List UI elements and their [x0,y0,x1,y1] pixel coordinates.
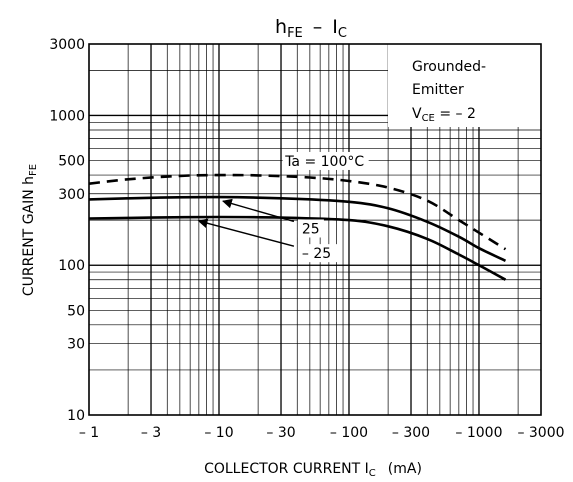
x-axis-label: COLLECTOR CURRENT IC (mA) [204,461,422,479]
y-tick-label: 30 [67,337,85,353]
legend-line-2: Emitter [412,82,464,98]
y-axis-label: CURRENT GAIN hFE [21,164,39,296]
y-tick-label: 50 [67,303,85,319]
y-tick-label: 3000 [49,37,85,53]
x-tick-labels: – 1 – 3 – 10 – 30 – 100 – 300 – 1000 – 3000 [79,425,565,441]
x-tick-label: – 1 [79,425,99,441]
y-tick-label: 10 [67,408,85,424]
annotation-label-0: Ta = 100°C [284,154,364,170]
chart-title: hFE – IC [275,16,347,41]
y-tick-labels: 10 30 50 100 300 500 1000 3000 [49,37,85,424]
y-tick-label: 500 [58,154,85,170]
x-tick-label: – 100 [330,425,368,441]
x-tick-label: – 1000 [455,425,502,441]
annotation-label-2: – 25 [302,246,331,262]
x-tick-label: – 10 [204,425,233,441]
y-tick-label: 300 [58,187,85,203]
x-tick-label: – 3 [141,425,161,441]
y-tick-label: 1000 [49,108,85,124]
x-tick-label: – 30 [266,425,295,441]
x-tick-label: – 300 [392,425,430,441]
legend-line-1: Grounded- [412,59,486,75]
x-tick-label: – 3000 [517,425,564,441]
annotation-label-1: 25 [302,221,320,237]
y-tick-label: 100 [58,258,85,274]
